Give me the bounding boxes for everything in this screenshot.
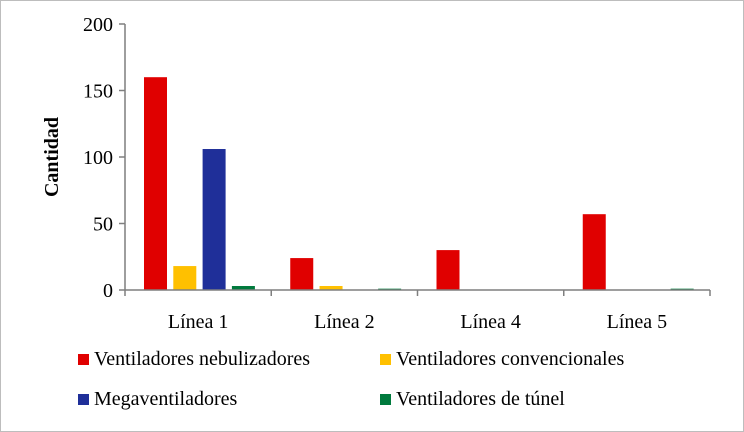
legend-label: Ventiladores de túnel (396, 388, 565, 410)
legend-label: Ventiladores nebulizadores (94, 348, 310, 370)
x-tick-label: Línea 4 (460, 311, 521, 333)
y-tick-label: 0 (103, 280, 113, 302)
legend-label: Megaventiladores (94, 388, 237, 410)
legend-swatch (380, 394, 391, 405)
y-tick-label: 50 (93, 214, 113, 236)
legend-swatch (380, 354, 391, 365)
bar-ventiladores-nebulizadores-3 (582, 214, 606, 290)
bar-ventiladores-nebulizadores-2 (436, 250, 460, 290)
legend-label: Ventiladores convencionales (396, 348, 624, 370)
y-axis-label: Cantidad (41, 117, 63, 197)
x-tick-label: Línea 5 (607, 311, 668, 333)
bar-ventiladores-convencionales-0 (173, 266, 197, 290)
bar-ventiladores-nebulizadores-0 (144, 77, 167, 290)
y-tick-label: 200 (83, 14, 113, 36)
y-tick-label: 150 (83, 81, 113, 103)
bar-ventiladores-nebulizadores-1 (290, 258, 314, 290)
bar-ventiladores-convencionales-1 (319, 286, 343, 290)
legend-swatch (78, 394, 89, 405)
x-tick-label: Línea 2 (314, 311, 375, 333)
bar-megaventiladores-0 (202, 149, 226, 290)
x-tick-label: Línea 1 (168, 311, 229, 333)
y-tick-label: 100 (83, 147, 113, 169)
legend-swatch (78, 354, 89, 365)
bar-ventiladores-de-t-nel-0 (231, 286, 255, 290)
